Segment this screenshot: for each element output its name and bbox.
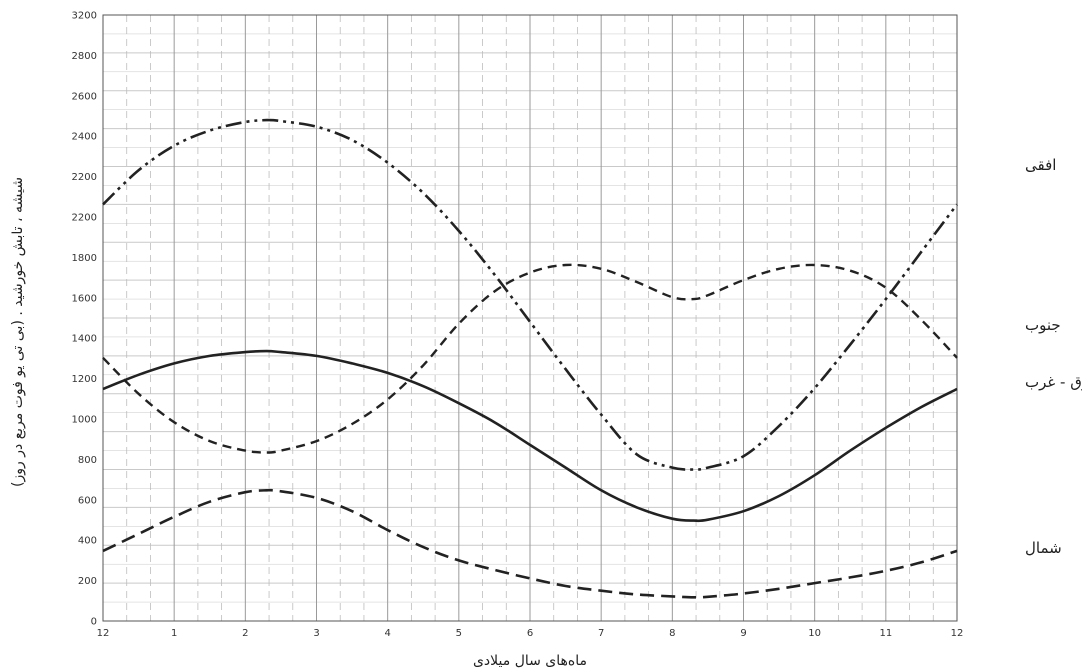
y-tick-labels: 0 200 400 600 800 1000 1200 1400 1600 1800 2200 220…: [72, 11, 97, 628]
series-line-1: [102, 263, 958, 454]
y-tick-label: 2200: [72, 213, 97, 224]
series-label-2: شرق - غرب: [1025, 373, 1082, 391]
plot-frame: [102, 14, 958, 622]
x-tick-label: 2: [242, 628, 248, 639]
y-tick-label: 2400: [72, 132, 97, 143]
x-tick-label: 4: [384, 628, 390, 639]
y-tick-label: 200: [78, 576, 97, 587]
y-tick-label: 1200: [72, 374, 97, 385]
y-tick-label: 600: [78, 495, 97, 506]
x-axis-title: ماه‌های سال میلادی: [473, 653, 587, 669]
x-tick-label: 3: [313, 628, 319, 639]
series-label-0: افقی: [1025, 156, 1056, 174]
x-tick-label: 1: [171, 628, 177, 639]
series-label-3: شمال: [1025, 539, 1062, 557]
x-tick-label: 7: [598, 628, 604, 639]
x-tick-label: 11: [879, 628, 892, 639]
x-tick-label: 10: [808, 628, 821, 639]
series-label-1: جنوب: [1025, 316, 1061, 334]
y-tick-label: 1000: [72, 415, 97, 426]
y-tick-label: 2800: [72, 51, 97, 62]
x-tick-label: 8: [669, 628, 675, 639]
y-tick-label: 3200: [72, 11, 97, 22]
y-tick-label: 1400: [72, 334, 97, 345]
y-axis-title: شیشه ، تابش خورشید . (بی تی یو فوت مربع …: [10, 177, 26, 487]
y-tick-label: 2600: [72, 91, 97, 102]
series-labels: افقی جنوب شرق - غرب شمال: [1025, 156, 1082, 557]
y-tick-label: 2200: [72, 172, 97, 183]
x-tick-label: 12: [97, 628, 110, 639]
x-tick-label: 12: [951, 628, 964, 639]
series-line-2: [102, 349, 958, 523]
y-tick-label: 800: [78, 455, 97, 466]
x-tick-label: 9: [740, 628, 746, 639]
y-tick-label: 1600: [72, 293, 97, 304]
grid-lines: [102, 14, 957, 622]
x-tick-labels: 12 1 2 3 4 5 6 7 8 9 10 11 12: [97, 628, 964, 639]
x-tick-label: 6: [527, 628, 533, 639]
y-tick-label: 400: [78, 536, 97, 547]
y-tick-label: 1800: [72, 253, 97, 264]
series-lines: [102, 118, 959, 599]
y-tick-label: 0: [91, 617, 97, 628]
x-tick-label: 5: [456, 628, 462, 639]
series-line-0: [102, 118, 959, 471]
